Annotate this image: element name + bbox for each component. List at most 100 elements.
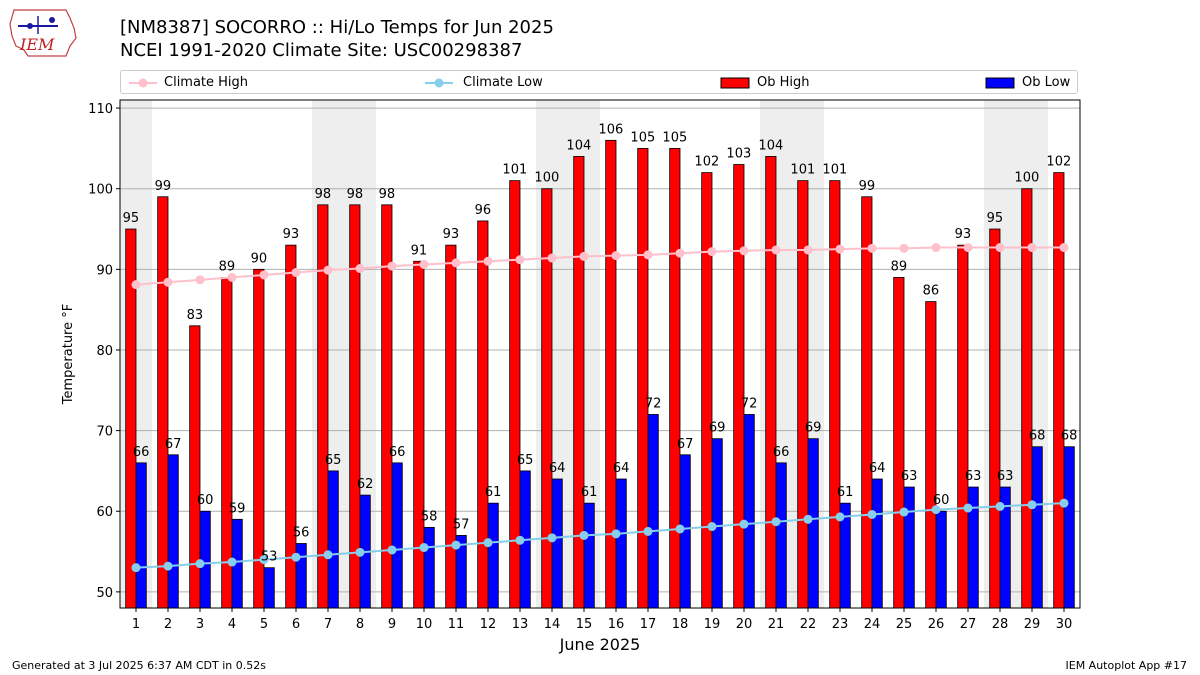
chart-subtitle: NCEI 1991-2020 Climate Site: USC00298387 xyxy=(120,40,523,61)
ob-high-label: 98 xyxy=(379,187,396,202)
x-tick-label: 22 xyxy=(800,617,817,632)
ob-high-label: 86 xyxy=(923,284,940,299)
ob-low-bar xyxy=(1063,446,1075,609)
x-tick-label: 27 xyxy=(960,617,977,632)
ob-high-bar xyxy=(701,172,713,609)
climate-high-point xyxy=(995,243,1005,253)
climate-high-point xyxy=(643,250,653,260)
ob-low-bar xyxy=(871,478,883,609)
climate-high-point xyxy=(131,280,141,290)
climate-low-point xyxy=(451,540,461,550)
ob-high-bar xyxy=(157,196,169,609)
ob-high-bar xyxy=(861,196,873,609)
ob-low-bar xyxy=(263,567,275,609)
ob-low-label: 66 xyxy=(133,445,150,460)
climate-low-point xyxy=(1059,498,1069,508)
ob-low-bar xyxy=(391,462,403,609)
ob-low-label: 63 xyxy=(965,469,982,484)
legend-label: Ob Low xyxy=(1022,75,1071,90)
climate-low-point xyxy=(355,547,365,557)
climate-low-point xyxy=(259,555,269,565)
climate-high-point xyxy=(387,261,397,271)
climate-low-point xyxy=(611,529,621,539)
climate-high-point xyxy=(291,268,301,278)
climate-low-point xyxy=(739,519,749,529)
x-tick-label: 8 xyxy=(356,617,364,632)
ob-low-label: 64 xyxy=(549,461,566,476)
x-tick-label: 7 xyxy=(324,617,332,632)
ob-low-label: 68 xyxy=(1061,429,1078,444)
climate-low-point xyxy=(835,512,845,522)
ob-low-label: 56 xyxy=(293,525,310,540)
ob-low-label: 53 xyxy=(261,550,278,565)
climate-high-point xyxy=(451,258,461,268)
ob-low-label: 69 xyxy=(709,421,726,436)
legend-label: Climate High xyxy=(164,75,249,90)
climate-high-point xyxy=(771,245,781,255)
footer-app: IEM Autoplot App #17 xyxy=(1065,659,1188,672)
ob-low-label: 65 xyxy=(517,453,534,468)
ob-low-bar xyxy=(743,414,755,609)
climate-low-point xyxy=(771,517,781,527)
ob-low-bar xyxy=(487,502,499,609)
ob-low-label: 63 xyxy=(901,469,918,484)
ob-low-label: 68 xyxy=(1029,429,1046,444)
climate-low-point xyxy=(547,533,557,543)
x-tick-label: 23 xyxy=(832,617,849,632)
climate-low-point xyxy=(1027,500,1037,510)
x-tick-label: 4 xyxy=(228,617,236,632)
x-axis-label: June 2025 xyxy=(559,635,641,654)
ob-high-label: 93 xyxy=(955,227,972,242)
climate-high-point xyxy=(259,270,269,280)
climate-high-line-icon xyxy=(129,78,157,88)
climate-high-point xyxy=(803,245,813,255)
climate-high-point xyxy=(739,246,749,256)
x-tick-label: 14 xyxy=(544,617,561,632)
climate-low-point xyxy=(291,552,301,562)
ob-low-label: 64 xyxy=(869,461,886,476)
x-tick-label: 21 xyxy=(768,617,785,632)
climate-low-line-icon xyxy=(425,78,453,88)
ob-high-label: 89 xyxy=(219,259,236,274)
ob-high-label: 105 xyxy=(630,130,655,145)
ob-high-label: 83 xyxy=(187,308,204,323)
ob-low-bar xyxy=(935,510,947,609)
legend: Climate High Climate Low Ob High Ob Low xyxy=(120,70,1078,94)
climate-high-point xyxy=(547,253,557,263)
ob-high-label: 93 xyxy=(283,227,300,242)
climate-high-point xyxy=(355,264,365,274)
y-tick-label: 90 xyxy=(96,263,113,278)
ob-low-label: 61 xyxy=(837,485,854,500)
climate-high-point xyxy=(1027,243,1037,253)
y-tick-label: 80 xyxy=(96,344,113,359)
x-tick-label: 13 xyxy=(512,617,529,632)
x-tick-label: 3 xyxy=(196,617,204,632)
climate-high-point xyxy=(515,255,525,265)
y-tick-label: 110 xyxy=(88,102,113,117)
ob-high-label: 101 xyxy=(790,163,815,178)
ob-low-label: 69 xyxy=(805,421,822,436)
ob-low-bar xyxy=(327,470,339,609)
ob-high-bar xyxy=(733,164,745,609)
climate-low-point xyxy=(131,563,141,573)
ob-high-label: 104 xyxy=(566,138,591,153)
climate-low-point xyxy=(867,509,877,519)
x-tick-label: 11 xyxy=(448,617,465,632)
climate-low-point xyxy=(995,501,1005,511)
ob-low-label: 60 xyxy=(933,493,950,508)
ob-high-label: 104 xyxy=(758,138,783,153)
ob-high-bar xyxy=(989,228,1001,609)
x-tick-label: 1 xyxy=(132,617,140,632)
ob-low-bar xyxy=(583,502,595,609)
chart-title: [NM8387] SOCORRO :: Hi/Lo Temps for Jun … xyxy=(120,17,554,38)
ob-high-label: 99 xyxy=(859,179,876,194)
ob-high-label: 101 xyxy=(822,163,847,178)
ob-low-bar xyxy=(423,526,435,609)
x-tick-label: 30 xyxy=(1056,617,1073,632)
climate-high-point xyxy=(227,272,237,282)
y-tick-label: 100 xyxy=(88,183,113,198)
climate-high-point xyxy=(835,244,845,254)
climate-low-point xyxy=(803,514,813,524)
ob-low-bar xyxy=(647,414,659,609)
